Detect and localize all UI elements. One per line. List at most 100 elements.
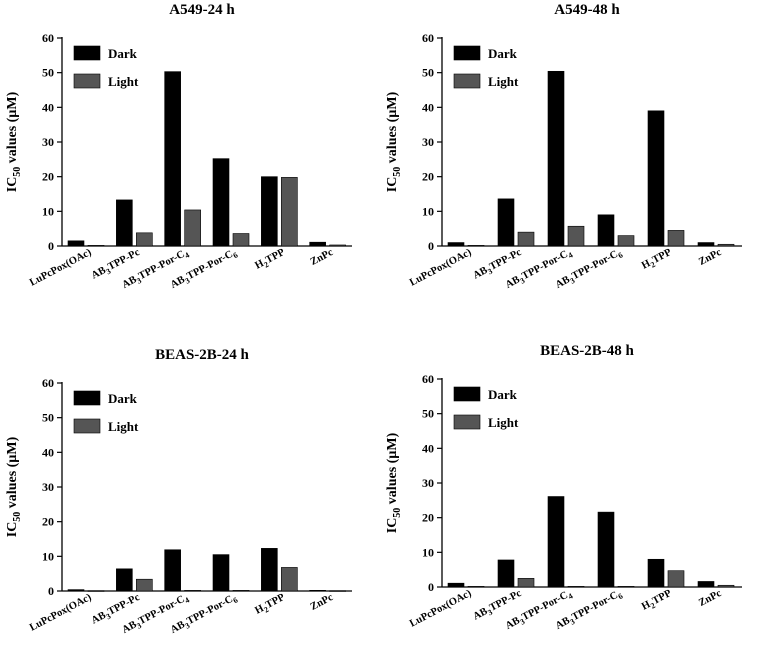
chart-title: BEAS-2B-48 h xyxy=(540,343,634,359)
figure-canvas: A549-24 h IC50 values (µM) 0 10 20 30 40 50 60 Lu… xyxy=(0,0,759,656)
bar-light-lupcpox-oac xyxy=(468,586,484,587)
bar-dark-ab3tpp-por-c4 xyxy=(548,497,564,587)
bar-dark-ab3tpp-pc xyxy=(498,199,514,246)
legend-swatch-light xyxy=(454,415,480,429)
bar-light-ab3tpp-por-c6 xyxy=(618,586,634,587)
x-category-label: LuPcPox(OAc) xyxy=(28,247,94,289)
bar-light-h2tpp xyxy=(281,177,297,246)
bar-dark-ab3tpp-por-c4 xyxy=(165,550,181,591)
legend-label-light: Light xyxy=(488,415,519,430)
bar-dark-ab3tpp-por-c4 xyxy=(165,72,181,246)
y-tick-label: 50 xyxy=(422,66,434,80)
bar-dark-ab3tpp-por-c6 xyxy=(598,215,614,246)
bar-light-ab3tpp-pc xyxy=(136,579,152,591)
bar-dark-lupcpox-oac xyxy=(448,243,464,246)
y-tick-label: 10 xyxy=(422,545,434,559)
y-tick-label: 30 xyxy=(422,476,434,490)
legend-label-dark: Dark xyxy=(108,46,138,61)
legend-label-light: Light xyxy=(108,74,139,89)
bar-dark-lupcpox-oac xyxy=(68,590,84,591)
bar-dark-lupcpox-oac xyxy=(448,583,464,587)
legend-swatch-dark xyxy=(454,46,480,60)
legend-label-dark: Dark xyxy=(108,391,138,406)
bar-dark-ab3tpp-pc xyxy=(498,560,514,587)
bar-light-lupcpox-oac xyxy=(468,245,484,246)
x-category-label: H2TPP xyxy=(253,247,288,274)
legend-label-light: Light xyxy=(108,419,139,434)
x-category-label: LuPcPox(OAc) xyxy=(408,247,474,289)
y-tick-label: 10 xyxy=(42,204,54,218)
legend-swatch-dark xyxy=(74,46,100,60)
bar-dark-h2tpp xyxy=(648,111,664,246)
x-category-label: H2TPP xyxy=(640,588,675,615)
x-category-label: H2TPP xyxy=(253,592,288,619)
y-tick-label: 60 xyxy=(42,376,54,390)
y-axis-label: IC50 values (µM) xyxy=(385,91,403,192)
x-category-label: ZnPc xyxy=(697,588,724,609)
bar-light-lupcpox-oac xyxy=(88,591,104,592)
x-category-label: LuPcPox(OAc) xyxy=(408,588,474,630)
chart-title: BEAS-2B-24 h xyxy=(155,347,249,363)
legend-swatch-dark xyxy=(454,387,480,401)
x-category-label: ZnPc xyxy=(697,247,724,268)
bar-light-znpc xyxy=(718,585,734,587)
bar-light-h2tpp xyxy=(281,567,297,591)
bar-dark-h2tpp xyxy=(261,548,277,591)
bar-light-ab3tpp-por-c4 xyxy=(568,226,584,246)
bar-light-ab3tpp-por-c4 xyxy=(185,590,201,591)
chart-panel-a549-24h: A549-24 h IC50 values (µM) 0 10 20 30 40 50 60 Lu… xyxy=(5,2,352,293)
y-tick-label: 0 xyxy=(428,239,434,253)
bar-dark-h2tpp xyxy=(261,177,277,246)
bar-light-ab3tpp-por-c6 xyxy=(233,590,249,591)
y-tick-label: 40 xyxy=(422,441,434,455)
bar-light-ab3tpp-por-c6 xyxy=(618,236,634,246)
bar-dark-ab3tpp-pc xyxy=(116,569,132,591)
y-tick-label: 40 xyxy=(422,100,434,114)
y-axis-label: IC50 values (µM) xyxy=(5,91,23,192)
legend-label-dark: Dark xyxy=(488,387,518,402)
bar-light-h2tpp xyxy=(668,230,684,246)
chart-title: A549-48 h xyxy=(554,2,620,18)
legend-swatch-light xyxy=(454,74,480,88)
bar-dark-ab3tpp-por-c6 xyxy=(598,512,614,587)
y-tick-label: 20 xyxy=(42,515,54,529)
bar-dark-znpc xyxy=(698,243,714,246)
bar-light-znpc xyxy=(718,244,734,246)
bar-light-ab3tpp-por-c4 xyxy=(185,210,201,246)
x-category-label: ZnPc xyxy=(309,247,336,268)
y-tick-label: 0 xyxy=(428,580,434,594)
chart-panel-a549-48h: A549-48 h IC50 values (µM) 0 10 20 30 40 50 60 Lu… xyxy=(385,2,742,293)
y-tick-label: 50 xyxy=(42,66,54,80)
y-tick-label: 30 xyxy=(422,135,434,149)
y-tick-label: 20 xyxy=(42,170,54,184)
bar-light-ab3tpp-por-c6 xyxy=(233,234,249,246)
x-category-label: H2TPP xyxy=(640,247,675,274)
y-tick-label: 40 xyxy=(42,445,54,459)
bar-light-h2tpp xyxy=(668,571,684,587)
chart-title: A549-24 h xyxy=(169,2,235,18)
chart-panel-beas2b-24h: BEAS-2B-24 h IC50 values (µM) 0 10 20 30 40 50 6… xyxy=(5,347,352,638)
bar-light-znpc xyxy=(330,591,346,592)
bar-dark-ab3tpp-por-c6 xyxy=(213,159,229,246)
x-category-label: LuPcPox(OAc) xyxy=(28,592,94,634)
bar-dark-ab3tpp-pc xyxy=(116,200,132,246)
bar-dark-h2tpp xyxy=(648,559,664,587)
legend-swatch-light xyxy=(74,74,100,88)
y-tick-label: 60 xyxy=(42,31,54,45)
bar-light-lupcpox-oac xyxy=(88,245,104,246)
legend-swatch-dark xyxy=(74,391,100,405)
y-tick-label: 10 xyxy=(42,549,54,563)
bar-dark-ab3tpp-por-c6 xyxy=(213,555,229,591)
bar-dark-znpc xyxy=(698,581,714,587)
bar-light-ab3tpp-pc xyxy=(518,232,534,246)
legend-label-light: Light xyxy=(488,74,519,89)
bar-light-ab3tpp-por-c4 xyxy=(568,586,584,587)
x-category-label: ZnPc xyxy=(309,592,336,613)
bar-light-ab3tpp-pc xyxy=(518,578,534,587)
y-tick-label: 50 xyxy=(422,407,434,421)
y-tick-label: 20 xyxy=(422,511,434,525)
y-tick-label: 60 xyxy=(422,372,434,386)
y-tick-label: 30 xyxy=(42,480,54,494)
y-tick-label: 20 xyxy=(422,170,434,184)
legend-label-dark: Dark xyxy=(488,46,518,61)
